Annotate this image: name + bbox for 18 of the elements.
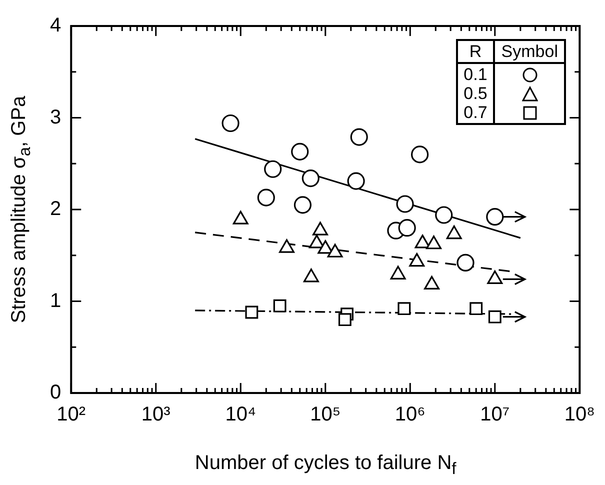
x-axis-title: Number of cycles to failure N$_{f}$: [194, 452, 456, 479]
x-tick-label: 10³: [141, 404, 171, 426]
annotation: Symbol: [494, 40, 565, 63]
y-tick-label: 3: [50, 106, 62, 128]
x-tick-label: 10⁸: [564, 404, 595, 426]
x-tick-label: 10⁵: [310, 404, 341, 426]
legend-label: 0.5: [464, 84, 488, 103]
y-tick-label: 1: [50, 290, 62, 312]
legend-label: 0.1: [464, 65, 488, 84]
x-tick-label: 10²: [56, 404, 86, 426]
y-tick-label: 0: [50, 382, 62, 404]
x-tick-label: 10⁴: [225, 404, 256, 426]
legend-label: 0.7: [464, 103, 488, 122]
y-tick-label: 4: [50, 14, 62, 37]
x-tick-label: 10⁶: [394, 404, 426, 426]
x-tick-label: 10⁷: [480, 404, 510, 426]
y-tick-label: 2: [50, 198, 62, 220]
legend-title: R: [456, 40, 494, 63]
